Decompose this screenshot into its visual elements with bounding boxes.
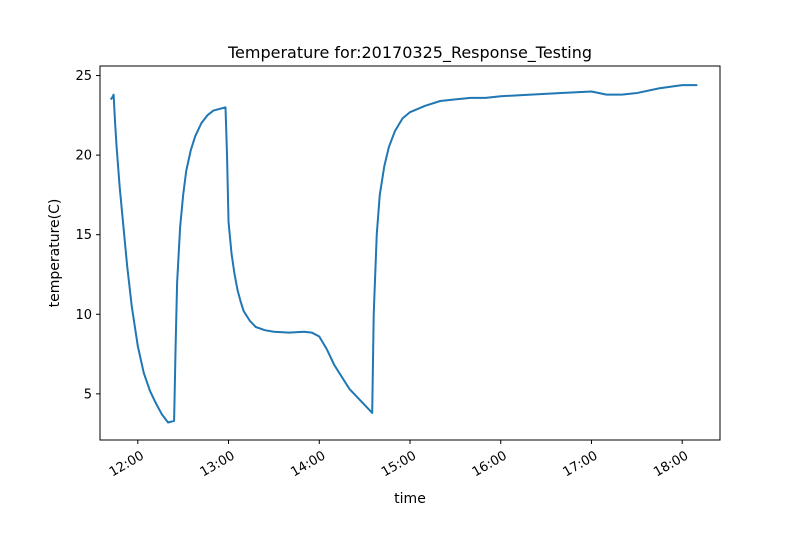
y-tick-label: 20: [75, 149, 92, 164]
plot-area: [99, 65, 721, 441]
y-tick-label: 5: [84, 387, 92, 402]
y-tick-label: 10: [75, 308, 92, 323]
x-axis-label: time: [394, 491, 426, 507]
plot-background: [100, 66, 720, 440]
y-tick-label: 15: [75, 228, 92, 243]
series-line-temperature: [109, 84, 698, 424]
y-axis: 5 10 15 20 25: [75, 69, 100, 402]
chart-title: Temperature for:20170325_Response_Testin…: [227, 43, 592, 63]
y-tick-label: 25: [75, 69, 92, 84]
y-axis-label: temperature(C): [47, 199, 63, 308]
